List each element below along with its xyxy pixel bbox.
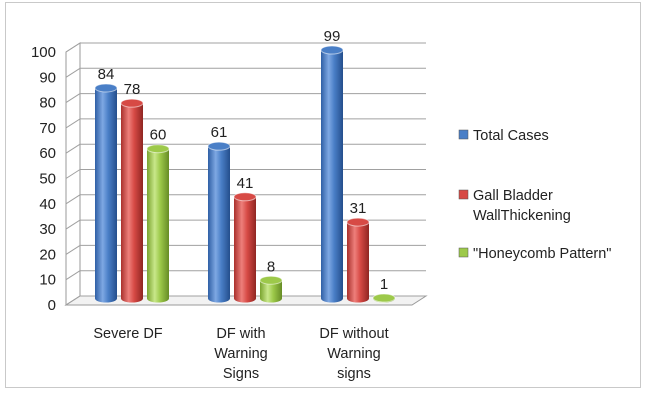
bar <box>233 192 257 303</box>
data-label: 31 <box>350 200 367 217</box>
y-tick-label: 60 <box>39 145 56 162</box>
x-axis-ticks: Severe DF DF with Warning Signs DF without Wa… <box>93 326 388 382</box>
data-labels: 84 78 60 61 41 8 99 31 1 <box>98 28 389 293</box>
x-tick-label: DF with Warning Signs <box>214 326 267 382</box>
x-tick-label: Severe DF <box>93 326 162 342</box>
data-label: 78 <box>124 81 141 98</box>
x-tick-label: DF without Warning signs <box>319 326 388 382</box>
bar <box>94 83 118 303</box>
bar-top <box>94 83 118 93</box>
data-label: 1 <box>380 276 388 293</box>
legend-label: Gall Bladder WallThickening <box>473 188 571 224</box>
data-label: 99 <box>324 28 341 45</box>
legend-item: "Honeycomb Pattern" <box>458 246 611 262</box>
legend-item: Total Cases <box>458 128 549 144</box>
bar-body <box>347 222 369 303</box>
bar-body <box>95 87 117 303</box>
data-label: 61 <box>211 124 228 141</box>
bar-top <box>320 45 344 55</box>
y-axis-ticks: 0 10 20 30 40 50 60 70 80 90 100 <box>31 44 56 314</box>
legend-item: Gall Bladder WallThickening <box>458 188 571 224</box>
gridline-side <box>65 118 81 129</box>
data-label: 41 <box>237 175 254 192</box>
y-tick-label: 10 <box>39 272 56 289</box>
y-tick-label: 20 <box>39 246 56 263</box>
bar <box>372 293 396 303</box>
legend-swatch <box>458 247 469 258</box>
legend-label: "Honeycomb Pattern" <box>473 246 611 262</box>
bar <box>120 98 144 303</box>
bar-top <box>259 275 283 285</box>
bar-top <box>207 141 231 151</box>
bar-body <box>121 103 143 303</box>
y-tick-label: 0 <box>48 297 56 314</box>
gridline-side <box>65 143 81 154</box>
bars <box>94 45 396 303</box>
bar <box>320 45 344 303</box>
gridline-side <box>65 42 81 53</box>
bar-body <box>321 50 343 303</box>
y-tick-label: 70 <box>39 120 56 137</box>
legend-swatch <box>458 129 469 140</box>
gridline-side <box>65 67 81 78</box>
y-tick-label: 50 <box>39 171 56 188</box>
bar-top <box>146 144 170 154</box>
bar <box>146 144 170 303</box>
gridline-side <box>65 244 81 255</box>
bar-top <box>120 98 144 108</box>
bar-top <box>372 293 396 303</box>
legend-swatch <box>458 189 469 200</box>
legend-label: Total Cases <box>473 128 549 144</box>
bar <box>207 141 231 303</box>
gridline-side <box>65 93 81 104</box>
bar <box>259 275 283 303</box>
gridline-side <box>65 169 81 179</box>
bar-top <box>233 192 257 202</box>
bar-top <box>346 217 370 227</box>
bar-body <box>208 146 230 303</box>
y-tick-label: 30 <box>39 221 56 238</box>
y-tick-label: 90 <box>39 69 56 86</box>
gridline-side <box>65 270 81 281</box>
y-tick-label: 80 <box>39 95 56 112</box>
legend: Total Cases Gall Bladder WallThickening "Ho… <box>458 128 611 262</box>
gridline-side <box>65 194 81 205</box>
data-label: 8 <box>267 258 275 275</box>
bar-body <box>147 148 169 303</box>
data-label: 60 <box>150 127 167 144</box>
bar-body <box>260 280 282 303</box>
y-tick-label: 100 <box>31 44 56 61</box>
y-tick-label: 40 <box>39 196 56 213</box>
data-label: 84 <box>98 66 115 83</box>
bar <box>346 217 370 303</box>
gridline-side <box>65 295 81 306</box>
bar-body <box>234 196 256 303</box>
gridline-side <box>65 219 81 230</box>
